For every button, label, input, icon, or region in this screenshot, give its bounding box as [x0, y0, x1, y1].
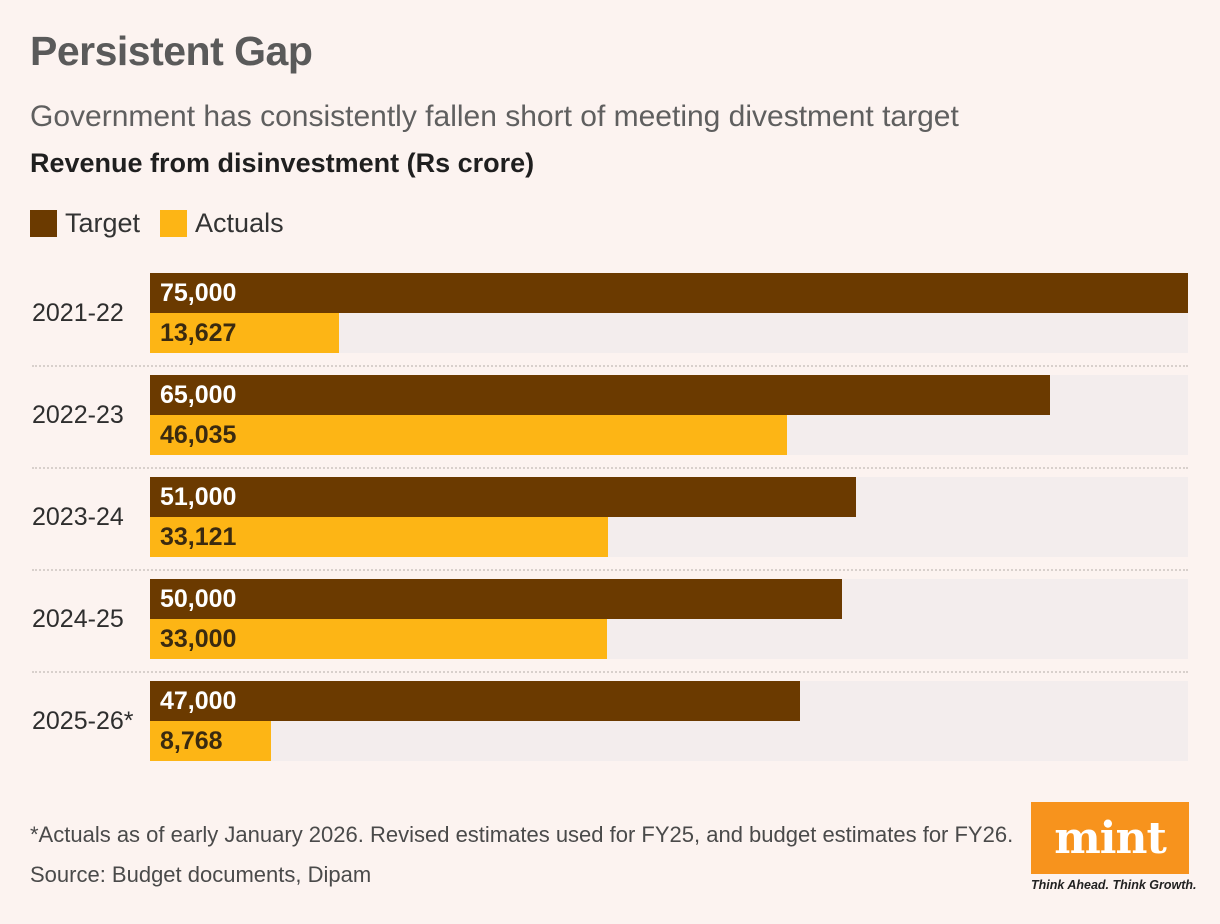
legend: Target Actuals	[30, 208, 304, 239]
chart-row: 2022-23 65,000 46,035	[0, 375, 1220, 455]
chart-subtitle: Government has consistently fallen short…	[30, 100, 959, 133]
category-label: 2023-24	[32, 502, 124, 531]
legend-label-target: Target	[65, 208, 141, 238]
category-label: 2024-25	[32, 604, 124, 633]
category-label: 2022-23	[32, 400, 124, 429]
data-label-actuals: 33,000	[160, 624, 237, 653]
legend-swatch-actuals	[160, 210, 188, 237]
bar-target: 47,000	[150, 681, 800, 721]
data-label-target: 75,000	[160, 278, 237, 307]
legend-swatch-target	[30, 210, 57, 237]
row-divider	[32, 671, 1188, 673]
bar-target: 50,000	[150, 579, 842, 619]
legend-label-actuals: Actuals	[195, 208, 284, 238]
bar-actuals: 46,035	[150, 415, 787, 455]
bar-actuals: 33,000	[150, 619, 607, 659]
data-label-actuals: 13,627	[160, 318, 237, 347]
data-label-target: 51,000	[160, 482, 237, 511]
logo-tagline: Think Ahead. Think Growth.	[1031, 878, 1197, 892]
legend-item-target: Target	[30, 208, 140, 239]
category-label: 2025-26*	[32, 706, 134, 735]
bar-actuals: 33,121	[150, 517, 608, 557]
source-note: Source: Budget documents, Dipam	[30, 862, 372, 887]
mint-logo: mint	[1031, 802, 1189, 874]
chart-row: 2021-22 75,000 13,627	[0, 273, 1220, 353]
chart-title: Persistent Gap	[30, 28, 313, 74]
data-label-target: 47,000	[160, 686, 237, 715]
data-label-target: 65,000	[160, 380, 237, 409]
data-label-actuals: 8,768	[160, 726, 223, 755]
bar-actuals: 8,768	[150, 721, 271, 761]
row-divider	[32, 569, 1188, 571]
legend-item-actuals: Actuals	[160, 208, 284, 239]
row-divider	[32, 467, 1188, 469]
footnote: *Actuals as of early January 2026. Revis…	[30, 822, 1014, 847]
chart-measure-label: Revenue from disinvestment (Rs crore)	[30, 148, 535, 178]
data-label-actuals: 46,035	[160, 420, 237, 449]
chart-row: 2023-24 51,000 33,121	[0, 477, 1220, 557]
bar-target: 51,000	[150, 477, 856, 517]
bar-chart: 2021-22 75,000 13,627 2022-23 65,000 46,035 20…	[0, 273, 1220, 763]
category-label: 2021-22	[32, 298, 124, 327]
bar-target: 65,000	[150, 375, 1050, 415]
data-label-target: 50,000	[160, 584, 237, 613]
bar-actuals: 13,627	[150, 313, 339, 353]
bar-target: 75,000	[150, 273, 1188, 313]
logo-text: mint	[1054, 812, 1167, 864]
row-divider	[32, 365, 1188, 367]
chart-row: 2024-25 50,000 33,000	[0, 579, 1220, 659]
chart-row: 2025-26* 47,000 8,768	[0, 681, 1220, 761]
data-label-actuals: 33,121	[160, 522, 237, 551]
